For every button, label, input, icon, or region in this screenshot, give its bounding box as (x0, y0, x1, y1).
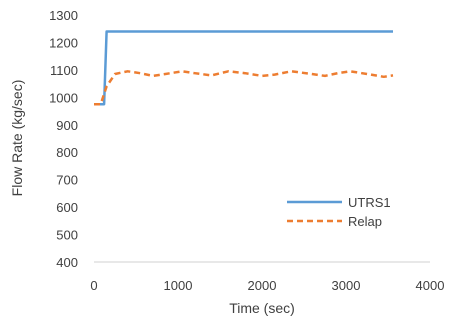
y-tick-label: 700 (56, 173, 78, 188)
series-layer (94, 30, 394, 106)
y-tick-label: 1200 (49, 35, 78, 50)
y-tick-label: 500 (56, 228, 78, 243)
y-tick-label: 1300 (49, 8, 78, 23)
x-tick-label: 3000 (332, 278, 361, 293)
legend-label-relap: Relap (348, 214, 382, 229)
legend: UTRS1 Relap (287, 195, 391, 229)
x-axis-ticks: 0 1000 2000 3000 4000 (90, 278, 444, 293)
x-axis-title: Time (sec) (229, 300, 295, 316)
legend-label-utrs1: UTRS1 (348, 195, 391, 210)
x-tick-label: 0 (90, 278, 97, 293)
y-axis-ticks: 400 500 600 700 800 900 1000 1100 1200 1300 (49, 8, 78, 270)
series-line-utrs1 (94, 30, 393, 106)
y-tick-label: 1000 (49, 90, 78, 105)
x-tick-label: 2000 (248, 278, 277, 293)
y-tick-label: 400 (56, 255, 78, 270)
y-tick-label: 1100 (50, 63, 78, 78)
x-tick-label: 4000 (416, 278, 445, 293)
series-line-relap (94, 70, 394, 106)
x-tick-label: 1000 (164, 278, 193, 293)
y-tick-label: 800 (56, 145, 78, 160)
y-axis-title: Flow Rate (kg/sec) (9, 80, 25, 197)
y-tick-label: 600 (56, 200, 78, 215)
y-tick-label: 900 (56, 118, 78, 133)
